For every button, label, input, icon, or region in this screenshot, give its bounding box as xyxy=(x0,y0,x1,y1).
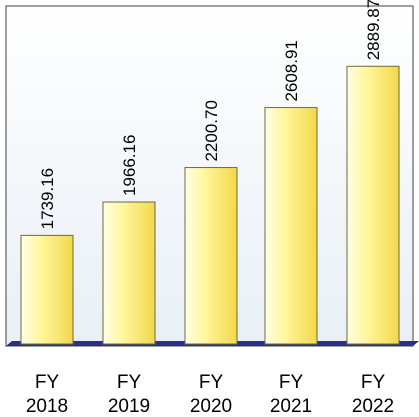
bar-2018 xyxy=(20,234,74,345)
bar-2019 xyxy=(102,201,156,345)
data-label-2021: 2608.91 xyxy=(282,40,301,101)
bar-2021 xyxy=(264,107,318,345)
data-label-2019: 1966.16 xyxy=(120,135,139,196)
x-tick-label-2021-line1: FY xyxy=(279,372,304,393)
x-tick-label-2022-line1: FY xyxy=(361,372,386,393)
data-label-2020: 2200.70 xyxy=(202,100,221,161)
x-tick-label-2018-line2: 2018 xyxy=(26,396,68,417)
data-label-2018: 1739.16 xyxy=(38,168,57,229)
x-tick-label-2018-line1: FY xyxy=(35,372,60,393)
x-tick-label-2020-line2: 2020 xyxy=(190,396,232,417)
x-tick-labels: FY 2018 FY 2019 FY 2020 FY 2021 FY 2022 xyxy=(26,372,394,417)
x-tick-label-2020-line1: FY xyxy=(199,372,224,393)
x-tick-label-2019-line2: 2019 xyxy=(108,396,150,417)
x-tick-label-2022-line2: 2022 xyxy=(352,396,394,417)
x-tick-label-2021-line2: 2021 xyxy=(270,396,312,417)
bar-2020 xyxy=(184,167,238,345)
data-label-2022: 2889.87 xyxy=(364,0,383,60)
bars-group: 1739.16 1966.16 2200.70 2608.91 2889.87 xyxy=(20,0,400,345)
x-tick-label-2019-line1: FY xyxy=(117,372,142,393)
bar-2022 xyxy=(346,65,400,345)
